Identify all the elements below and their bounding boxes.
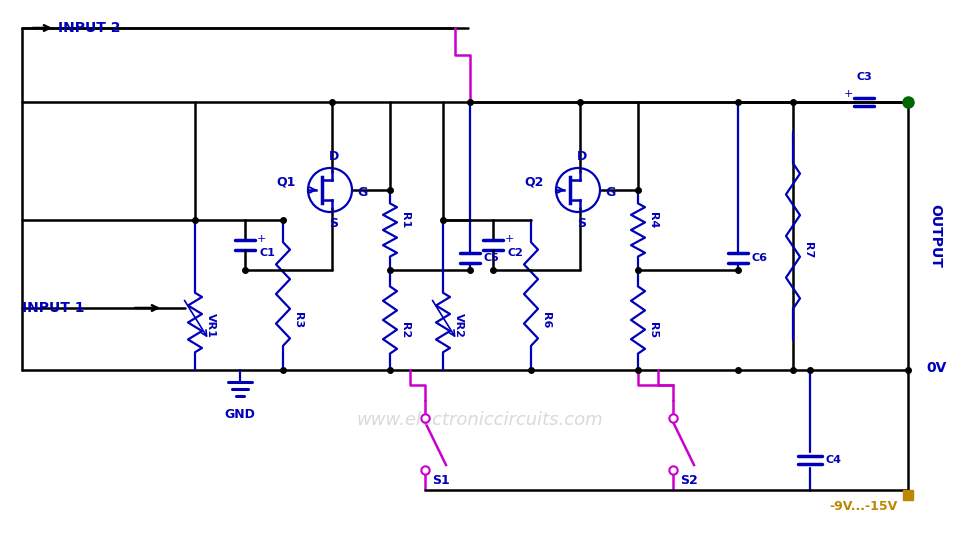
Text: S: S — [578, 217, 586, 230]
Text: G: G — [605, 186, 615, 199]
Text: R1: R1 — [400, 212, 410, 228]
Text: www.electroniccircuits.com: www.electroniccircuits.com — [357, 411, 604, 429]
Text: VR2: VR2 — [454, 312, 464, 338]
Text: C4: C4 — [826, 455, 842, 465]
Text: INPUT 1: INPUT 1 — [22, 301, 85, 315]
Text: GND: GND — [225, 408, 256, 421]
Text: Q2: Q2 — [525, 176, 544, 188]
Text: INPUT 2: INPUT 2 — [58, 21, 120, 35]
Text: R7: R7 — [803, 242, 813, 258]
Text: D: D — [577, 150, 587, 163]
Text: S: S — [330, 217, 338, 230]
Text: C5: C5 — [483, 253, 499, 263]
Text: +: + — [505, 234, 514, 244]
Text: R5: R5 — [648, 322, 658, 338]
Text: +: + — [257, 234, 266, 244]
Text: OUTPUT: OUTPUT — [928, 204, 942, 268]
Text: VR1: VR1 — [206, 312, 216, 338]
Text: Q1: Q1 — [277, 176, 296, 188]
Text: +: + — [844, 89, 853, 99]
Text: R4: R4 — [648, 212, 658, 228]
Text: D: D — [329, 150, 339, 163]
Text: C1: C1 — [259, 248, 275, 258]
Text: C6: C6 — [751, 253, 767, 263]
Text: R2: R2 — [400, 322, 410, 338]
Text: R6: R6 — [541, 312, 551, 328]
Text: 0V: 0V — [926, 361, 947, 375]
Text: C2: C2 — [507, 248, 523, 258]
Text: C3: C3 — [856, 72, 872, 82]
Text: S1: S1 — [432, 473, 450, 486]
Text: -9V...-15V: -9V...-15V — [829, 500, 898, 513]
Text: R3: R3 — [293, 312, 303, 328]
Text: G: G — [357, 186, 367, 199]
Text: S2: S2 — [680, 473, 698, 486]
